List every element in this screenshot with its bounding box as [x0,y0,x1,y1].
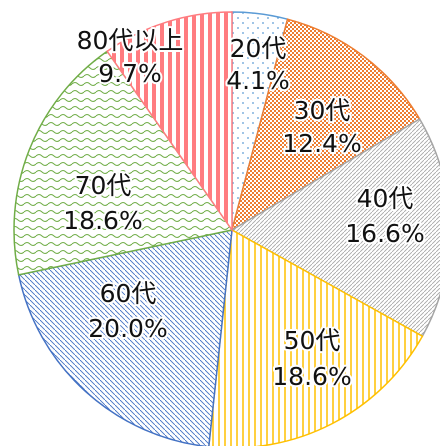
slice-label: 20代 [230,34,287,63]
pie-slice [106,11,233,233]
pie-slice [208,228,424,446]
value-label: 20.0% [88,314,167,343]
value-label: 16.6% [345,219,424,248]
pie-slice [230,118,440,338]
slice-label: 70代 [75,171,132,200]
value-label: 4.1% [226,66,290,95]
slice-label: 30代 [294,96,351,125]
pie-slice [230,18,421,232]
slice-label: 60代 [100,279,157,308]
value-label: 9.7% [98,59,162,88]
value-label: 18.6% [272,362,351,391]
pie-slice [17,229,233,446]
value-label: 12.4% [282,129,361,158]
pie-slice [13,50,234,276]
slice-label: 40代 [357,184,414,213]
value-label: 18.6% [63,206,142,235]
slice-label: 80代以上 [77,26,184,55]
slice-label: 50代 [284,326,341,355]
